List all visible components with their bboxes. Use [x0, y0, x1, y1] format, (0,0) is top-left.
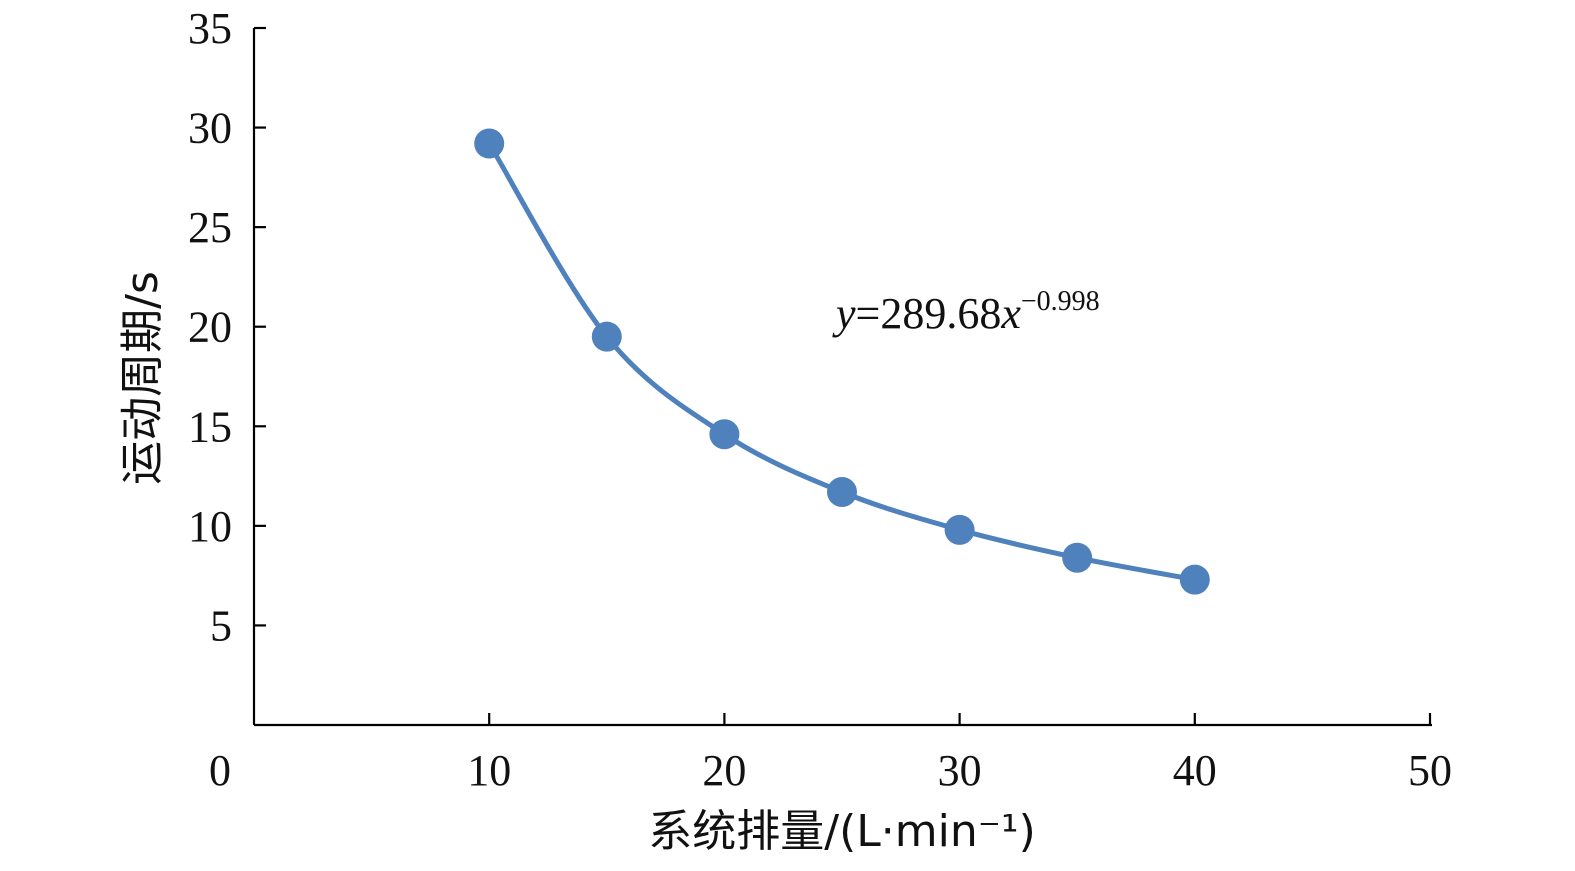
equation-y-var: y [832, 289, 856, 338]
equation-exponent: −0.998 [1021, 286, 1100, 317]
y-tick-label: 20 [188, 303, 232, 352]
y-tick-label: 10 [188, 502, 232, 551]
y-tick-label: 15 [188, 402, 232, 451]
data-point [709, 419, 740, 450]
axes [252, 28, 1432, 727]
y-tick-label: 30 [188, 104, 232, 153]
equation-x-var: x [1000, 289, 1021, 338]
data-point [591, 321, 622, 352]
data-point [1179, 564, 1210, 595]
data-point [1062, 542, 1093, 573]
x-tick-label: 10 [467, 746, 511, 795]
data-point [944, 514, 975, 545]
y-tick-label: 25 [188, 203, 232, 252]
equation-coefficient: =289.68 [856, 289, 1002, 338]
x-tick-label: 40 [1173, 746, 1217, 795]
y-tick-label: 5 [210, 601, 232, 650]
trendline-equation: y=289.68x−0.998 [832, 286, 1100, 338]
data-point [474, 128, 505, 159]
x-tick-label: 30 [938, 746, 982, 795]
y-ticks: 5 10 15 20 25 30 35 [188, 4, 266, 650]
x-axis-title: 系统排量/(L·min⁻¹) [648, 806, 1036, 857]
y-tick-label: 35 [188, 4, 232, 53]
x-ticks: 0 10 20 30 40 50 [209, 713, 1452, 795]
data-point [827, 477, 857, 508]
series-group [474, 128, 1210, 595]
x-tick-label: 0 [209, 746, 231, 795]
y-axis-title: 运动周期/s [117, 271, 168, 485]
x-tick-label: 20 [702, 746, 746, 795]
series-line [486, 141, 1198, 583]
x-tick-label: 50 [1408, 746, 1452, 795]
